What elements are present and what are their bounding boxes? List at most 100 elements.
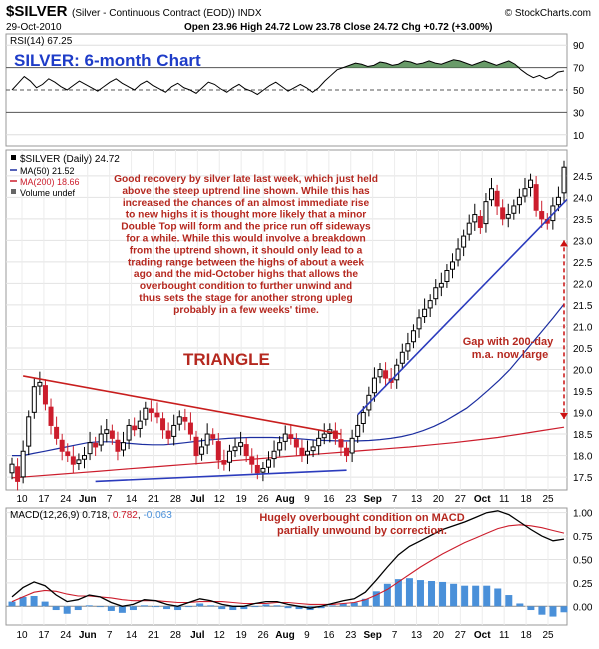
price-tick-label: 20.0 bbox=[573, 365, 593, 376]
candle-body bbox=[137, 420, 143, 429]
candle-body bbox=[338, 439, 344, 448]
candle-body bbox=[132, 425, 138, 431]
price-tick-label: 22.5 bbox=[573, 258, 593, 269]
x-tick-label: Jul bbox=[190, 494, 205, 505]
commentary-line: probably in a few weeks' time. bbox=[173, 305, 319, 316]
candle-body bbox=[433, 287, 439, 300]
candle-body bbox=[371, 377, 377, 394]
candle-body bbox=[511, 205, 517, 214]
macd-hist-bar bbox=[295, 606, 303, 610]
ma200-line bbox=[11, 426, 565, 479]
macd-hist-bar bbox=[63, 606, 71, 614]
candle-body bbox=[449, 261, 455, 270]
candle-body bbox=[31, 386, 37, 413]
x-tick-label: 20 bbox=[433, 630, 445, 641]
x-tick-label: 20 bbox=[433, 494, 445, 505]
x-tick-label: 19 bbox=[236, 630, 248, 641]
candle-body bbox=[70, 456, 76, 465]
macd-hist-bar bbox=[218, 606, 226, 610]
price-tick-label: 22.0 bbox=[573, 279, 593, 290]
macd-label-signal: 0.782 bbox=[113, 510, 138, 521]
macd-annotation-line2: partially unwound by correction. bbox=[277, 525, 447, 537]
candle-body bbox=[59, 439, 65, 452]
rsi-line bbox=[11, 59, 565, 96]
candle-body bbox=[293, 439, 299, 448]
legend-marker-price bbox=[11, 155, 16, 160]
x-tick-label: 10 bbox=[16, 630, 28, 641]
x-tick-label: 23 bbox=[345, 494, 357, 505]
macd-annotation-line1: Hugely overbought condition on MACD bbox=[259, 512, 464, 524]
price-tick-label: 21.0 bbox=[573, 322, 593, 333]
candle-body bbox=[399, 351, 405, 364]
uptrend-line bbox=[357, 198, 568, 416]
x-tick-label: 28 bbox=[170, 630, 182, 641]
commentary-line: Good recovery by silver late last week, … bbox=[114, 174, 378, 185]
macd-hist-bar bbox=[428, 581, 436, 607]
candle-body bbox=[260, 467, 266, 473]
macd-hist-bar bbox=[472, 585, 480, 607]
rsi-label: RSI(14) 67.25 bbox=[10, 36, 73, 47]
x-tick-label: Aug bbox=[275, 630, 294, 641]
candle-body bbox=[254, 464, 260, 474]
commentary-line: increased the chances of an almost immed… bbox=[123, 198, 370, 209]
macd-hist-bar bbox=[30, 595, 38, 607]
macd-tick-label: 0.75 bbox=[573, 532, 593, 543]
price-tick-label: 18.0 bbox=[573, 452, 593, 463]
macd-line bbox=[11, 510, 565, 609]
macd-hist-bar bbox=[41, 601, 49, 607]
triangle-upper-line bbox=[23, 375, 342, 435]
legend-price: $SILVER (Daily) 24.72 bbox=[20, 154, 120, 165]
price-tick-label: 23.5 bbox=[573, 215, 593, 226]
candle-body bbox=[26, 416, 32, 447]
candle-body bbox=[143, 407, 149, 420]
x-tick-label: Aug bbox=[275, 494, 294, 505]
candle-body bbox=[15, 466, 21, 482]
candle-body bbox=[422, 308, 428, 318]
candle-body bbox=[65, 451, 71, 457]
x-tick-label: 17 bbox=[38, 494, 50, 505]
macd-hist-bar bbox=[483, 585, 491, 607]
macd-hist-bar bbox=[19, 596, 27, 607]
candle-body bbox=[355, 424, 361, 437]
candle-body bbox=[243, 444, 249, 457]
candle-body bbox=[316, 437, 322, 447]
macd-hist-bar bbox=[527, 606, 535, 611]
candle-body bbox=[182, 416, 188, 422]
candle-body bbox=[288, 434, 294, 439]
x-tick-label: Oct bbox=[474, 494, 491, 505]
candle-body bbox=[176, 416, 182, 425]
x-tick-label: 11 bbox=[499, 494, 510, 505]
macd-hist-bar bbox=[107, 606, 115, 611]
macd-hist-bar bbox=[516, 603, 524, 607]
macd-hist-bar bbox=[118, 606, 126, 613]
price-panel: 17.5 18.0 18.5 19.0 19.5 20.0 20.5 21.0 21.5 22.0… bbox=[5, 149, 593, 491]
commentary-line: overbought condition to further unwind a… bbox=[140, 281, 352, 292]
gap-arrow-head-up bbox=[560, 240, 568, 247]
macd-label-hist: -0.063 bbox=[143, 510, 172, 521]
triangle-lower-line bbox=[95, 469, 347, 483]
macd-hist-bar bbox=[240, 606, 248, 610]
commentary-line: thus sets the stage for another strong u… bbox=[139, 293, 352, 304]
x-tick-label: 18 bbox=[521, 630, 533, 641]
macd-hist-bar bbox=[328, 605, 336, 607]
candle-body bbox=[9, 463, 15, 474]
x-tick-label: Jun bbox=[79, 630, 97, 641]
price-tick-label: 17.5 bbox=[573, 473, 593, 484]
candle-body bbox=[349, 437, 355, 454]
x-tick-label: 14 bbox=[126, 494, 138, 505]
x-tick-label: 13 bbox=[411, 494, 423, 505]
x-tick-label: 21 bbox=[148, 630, 160, 641]
x-tick-label: 19 bbox=[236, 494, 248, 505]
x-tick-label: 12 bbox=[214, 630, 226, 641]
candle-body bbox=[489, 188, 495, 201]
candle-body bbox=[271, 450, 277, 460]
chart-description: (Silver - Continuous Contract (EOD)) IND… bbox=[72, 8, 262, 19]
ma50-line bbox=[12, 303, 565, 457]
macd-tick-label: 0.25 bbox=[573, 579, 593, 590]
rsi-tick-label: 50 bbox=[573, 86, 585, 97]
macd-hist-bar bbox=[85, 605, 93, 607]
candle-body bbox=[500, 207, 506, 220]
macd-hist-bar bbox=[284, 606, 292, 609]
candle-body bbox=[383, 370, 389, 379]
macd-hist-bar bbox=[196, 603, 204, 607]
